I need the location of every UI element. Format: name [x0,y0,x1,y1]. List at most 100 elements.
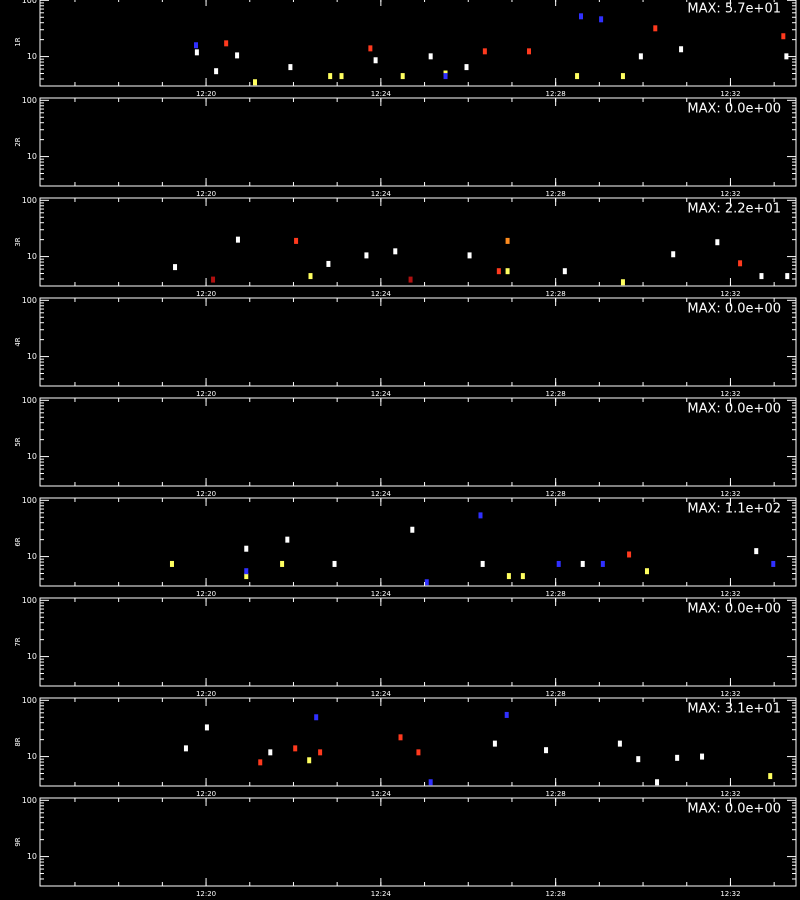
data-point [398,734,403,741]
y-tick-label: 10 [27,252,37,261]
x-tick-label: 12:32 [720,290,740,298]
y-tick-label: 100 [22,396,37,405]
data-point [332,560,337,567]
y-tick-label: 10 [27,52,37,61]
x-tick-label: 12:20 [196,890,216,898]
data-point [578,13,583,20]
data-point [768,773,773,780]
x-tick-label: 12:28 [546,390,566,398]
data-point [328,73,333,80]
plot-frame [39,597,797,687]
x-tick-label: 12:20 [196,290,216,298]
data-point [410,526,415,533]
y-tick-label: 10 [27,552,37,561]
data-point [655,779,660,786]
x-tick-label: 12:20 [196,490,216,498]
data-point [224,40,229,47]
data-point [393,248,398,255]
y-axis-label: 2R [14,137,22,146]
x-tick-label: 12:20 [196,790,216,798]
x-tick-label: 12:24 [371,290,392,298]
x-tick-label: 12:32 [720,690,740,698]
data-point [600,560,605,567]
y-tick-label: 100 [22,596,37,605]
y-tick-label: 100 [22,496,37,505]
x-tick-label: 12:24 [371,390,392,398]
y-axis-label: 7R [14,637,22,646]
x-tick-label: 12:28 [546,190,566,198]
plot-frame [39,697,797,787]
max-annotation: MAX: 0.0e+00 [687,102,781,117]
data-point [285,536,290,543]
y-axis-label: 8R [14,737,22,746]
data-point [307,757,312,764]
y-axis-label: 5R [14,437,22,446]
data-point [428,53,433,60]
plot-frame [39,497,797,587]
data-point [700,753,705,760]
y-tick-label: 100 [22,196,37,205]
data-point [556,560,561,567]
data-point [183,745,188,752]
data-point [679,46,684,53]
max-annotation: MAX: 3.1e+01 [687,702,781,717]
data-point [173,264,178,271]
data-point [496,268,501,275]
data-point [754,548,759,555]
data-point [562,268,567,275]
max-annotation: MAX: 2.2e+01 [687,202,781,217]
x-tick-label: 12:28 [546,590,566,598]
max-annotation: MAX: 0.0e+00 [687,402,781,417]
data-point [575,73,580,80]
y-axis-label: 3R [14,237,22,246]
data-point [478,512,483,519]
data-point [544,747,549,754]
data-point [288,64,293,71]
data-point [785,273,790,280]
data-point [505,268,510,275]
x-tick-label: 12:20 [196,90,216,98]
data-point [169,560,174,567]
data-point [244,573,249,580]
data-point [364,252,369,259]
data-point [620,279,625,286]
data-point [443,73,448,80]
data-point [636,756,641,763]
data-point [424,579,429,586]
data-point [671,251,676,258]
data-point [253,79,258,86]
data-point [580,560,585,567]
data-point [675,754,680,761]
x-tick-label: 12:32 [720,790,740,798]
data-point [368,45,373,52]
plot-frame [39,97,797,187]
data-point [194,49,199,56]
data-point [467,252,472,259]
x-tick-label: 12:28 [546,290,566,298]
max-annotation: MAX: 0.0e+00 [687,302,781,317]
y-tick-label: 100 [22,0,37,5]
data-point [214,68,219,75]
data-point [526,48,531,55]
x-tick-label: 12:28 [546,890,566,898]
y-tick-label: 100 [22,796,37,805]
plot-frame [39,797,797,887]
x-tick-label: 12:28 [546,90,566,98]
data-point [235,52,240,59]
max-annotation: MAX: 5.7e+01 [687,2,781,17]
y-tick-label: 100 [22,696,37,705]
x-tick-label: 12:24 [371,890,392,898]
x-tick-label: 12:24 [371,590,392,598]
x-tick-label: 12:24 [371,690,392,698]
y-tick-label: 10 [27,852,37,861]
plot-frame [39,297,797,387]
x-tick-label: 12:32 [720,190,740,198]
data-point [506,573,511,580]
data-point [482,48,487,55]
x-tick-label: 12:28 [546,690,566,698]
x-tick-label: 12:32 [720,490,740,498]
data-point [784,53,789,60]
data-point [480,560,485,567]
